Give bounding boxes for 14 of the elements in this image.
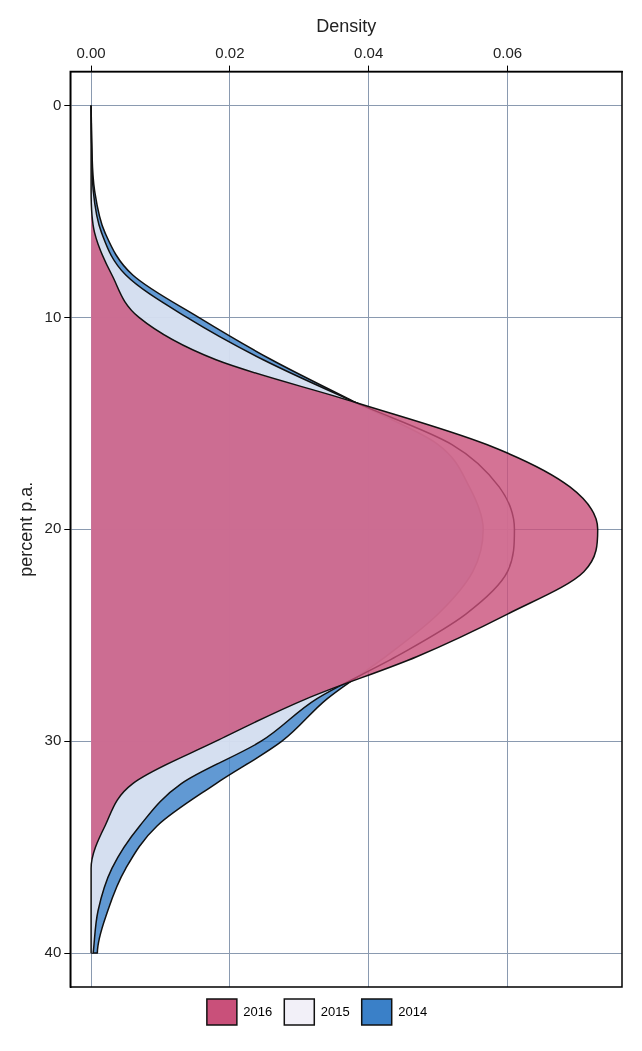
legend-label: 2016 (243, 1003, 273, 1019)
y-tick-label: 30 (44, 731, 62, 749)
x-tick-label: 0.00 (76, 43, 106, 61)
x-axis-title: Density (316, 15, 377, 36)
y-tick-label: 40 (44, 943, 62, 961)
x-tick-label: 0.06 (492, 43, 523, 61)
x-tick-label: 0.02 (215, 43, 245, 61)
legend-label: 2015 (320, 1003, 350, 1019)
y-axis-title: percent p.a. (15, 481, 36, 577)
y-tick-label: 20 (44, 519, 62, 537)
legend-label: 2014 (398, 1003, 428, 1019)
y-tick-label: 10 (44, 307, 62, 325)
y-tick-label: 0 (52, 95, 62, 113)
x-tick-label: 0.04 (354, 43, 384, 61)
